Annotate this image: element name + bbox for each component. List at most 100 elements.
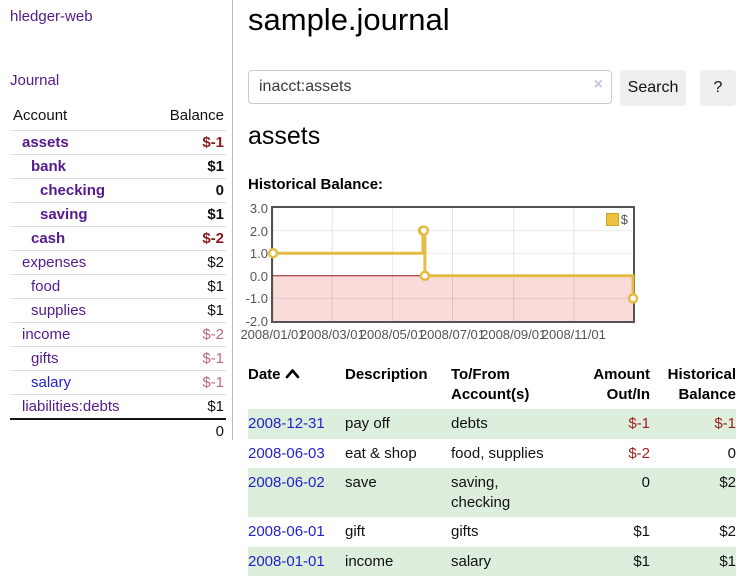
account-row: checking 0 — [10, 178, 226, 203]
account-row: cash $-2 — [10, 226, 226, 251]
balance-column-header: Balance — [169, 107, 224, 124]
register-body: 2008-12-31 pay off debts $-1 $-1 2008-06-03 ea… — [248, 409, 736, 576]
y-tick-label: 1.0 — [249, 246, 268, 262]
account-row: expenses $2 — [10, 250, 226, 275]
register-table: Date Description To/From Account(s) Amou… — [248, 362, 736, 576]
search-input-wrap: × — [248, 70, 612, 104]
register-description: pay off — [345, 415, 390, 432]
register-section: Date Description To/From Account(s) Amou… — [248, 362, 736, 576]
y-tick-label: 2.0 — [249, 223, 268, 239]
sidebar-account-link[interactable]: checking — [40, 182, 106, 199]
y-tick-label: -1.0 — [245, 291, 268, 307]
register-description: gift — [345, 523, 366, 540]
account-row: gifts $-1 — [10, 346, 226, 371]
register-row: 2008-01-01 income salary $1 $1 — [248, 546, 736, 576]
register-description: income — [345, 552, 394, 570]
register-date-link[interactable]: 2008-06-01 — [248, 523, 325, 540]
register-date-link[interactable]: 2008-06-03 — [248, 444, 325, 462]
sidebar-account-link[interactable]: bank — [31, 158, 67, 175]
register-balance: 0 — [727, 444, 736, 462]
register-balance: $2 — [719, 474, 736, 491]
page-title: sample.journal — [248, 2, 450, 37]
x-tick-label: 2008/11/01 — [541, 327, 606, 342]
account-balance: $1 — [207, 398, 224, 415]
balance-chart: $ 3.0 2.0 1.0 0.0 -1.0 -2.0 2008/01/01 2008/03/… — [240, 200, 742, 352]
account-balance: $2 — [207, 254, 224, 271]
sidebar-account-link[interactable]: salary — [31, 374, 72, 391]
account-balance: $-2 — [202, 230, 224, 247]
account-row: salary $-1 — [10, 370, 226, 395]
legend-swatch-dollar — [605, 213, 619, 226]
sidebar-account-link[interactable]: income — [22, 326, 71, 343]
sidebar-account-link[interactable]: supplies — [31, 302, 87, 319]
account-column-header-main: To/From Account(s) — [451, 366, 530, 403]
account-balance: $-2 — [202, 326, 224, 343]
register-amount: $1 — [633, 552, 650, 570]
balance-column-header-main: Historical Balance — [667, 366, 736, 403]
register-amount: 0 — [641, 474, 650, 491]
brand-link[interactable]: hledger-web — [10, 8, 93, 25]
x-tick-label: 2008/05/01 — [359, 327, 425, 342]
sidebar-account-link[interactable]: liabilities:debts — [22, 398, 120, 415]
register-row: 2008-12-31 pay off debts $-1 $-1 — [248, 409, 736, 439]
account-balance: $1 — [207, 158, 224, 175]
register-description: eat & shop — [345, 444, 417, 462]
register-date-link[interactable]: 2008-01-01 — [248, 552, 325, 570]
sidebar-account-link[interactable]: expenses — [22, 254, 87, 271]
accounts-header-row: Account Balance — [10, 103, 226, 131]
account-balance: $1 — [207, 302, 224, 319]
legend-label: $ — [620, 212, 628, 227]
register-row: 2008-06-03 eat & shop food, supplies $-2 0 — [248, 439, 736, 469]
sidebar-account-link[interactable]: assets — [22, 134, 69, 151]
register-amount: $1 — [633, 523, 650, 540]
search-form: × Search ? — [248, 70, 736, 106]
sidebar: hledger-web Journal Account Balance asse… — [0, 0, 233, 440]
account-heading: assets — [248, 122, 321, 150]
amount-column-header: Amount Out/In — [593, 366, 650, 403]
sidebar-item-journal[interactable]: Journal — [10, 72, 60, 89]
register-balance: $-1 — [714, 415, 736, 432]
register-description: save — [345, 474, 377, 491]
register-amount: $-2 — [628, 444, 650, 462]
description-column-header: Description — [345, 366, 428, 383]
account-balance: $1 — [207, 206, 224, 223]
x-tick-label: 2008/03/01 — [299, 327, 365, 342]
clear-search-icon[interactable]: × — [593, 76, 603, 93]
sidebar-account-link[interactable]: gifts — [31, 350, 59, 367]
main-content: sample.journal × Search ? assets Histori… — [240, 0, 742, 582]
register-date-link[interactable]: 2008-12-31 — [248, 415, 325, 432]
register-amount: $-1 — [628, 415, 650, 432]
y-tick-label: 3.0 — [249, 201, 268, 216]
register-balance: $2 — [719, 523, 736, 540]
account-row: liabilities:debts $1 — [10, 394, 226, 420]
chart-plot: $ — [267, 206, 639, 323]
register-balance: $1 — [719, 552, 736, 570]
x-tick-label: 2008/07/01 — [419, 327, 486, 342]
x-tick-label: 2008/01/01 — [240, 327, 306, 342]
register-accounts: debts — [451, 415, 488, 432]
register-row: 2008-06-01 gift gifts $1 $2 — [248, 517, 736, 547]
register-accounts: salary — [451, 552, 492, 570]
chart-title: Historical Balance: — [248, 176, 384, 193]
help-button[interactable]: ? — [700, 70, 736, 106]
account-row: food $1 — [10, 274, 226, 299]
date-column-header[interactable]: Date — [248, 362, 345, 409]
search-button[interactable]: Search — [620, 70, 686, 106]
account-balance: 0 — [215, 182, 224, 199]
register-date-link[interactable]: 2008-06-02 — [248, 474, 325, 491]
account-column-header: Account — [13, 107, 68, 124]
accounts-total-value: 0 — [215, 423, 224, 440]
sidebar-account-link[interactable]: food — [31, 278, 61, 295]
sort-ascending-icon — [285, 369, 299, 379]
register-row: 2008-06-02 save saving, checking 0 $2 — [248, 468, 736, 517]
sidebar-account-link[interactable]: cash — [31, 230, 66, 247]
sidebar-account-link[interactable]: saving — [40, 206, 88, 223]
account-row: income $-2 — [10, 322, 226, 347]
sidebar-accounts-table: Account Balance assets $-1 bank $1 checking 0… — [10, 103, 226, 443]
y-tick-label: -2.0 — [245, 314, 268, 329]
register-header-row: Date Description To/From Account(s) Amou… — [248, 362, 736, 409]
account-balance: $-1 — [202, 134, 224, 151]
search-input[interactable] — [248, 70, 612, 104]
account-balance: $-1 — [202, 374, 224, 391]
